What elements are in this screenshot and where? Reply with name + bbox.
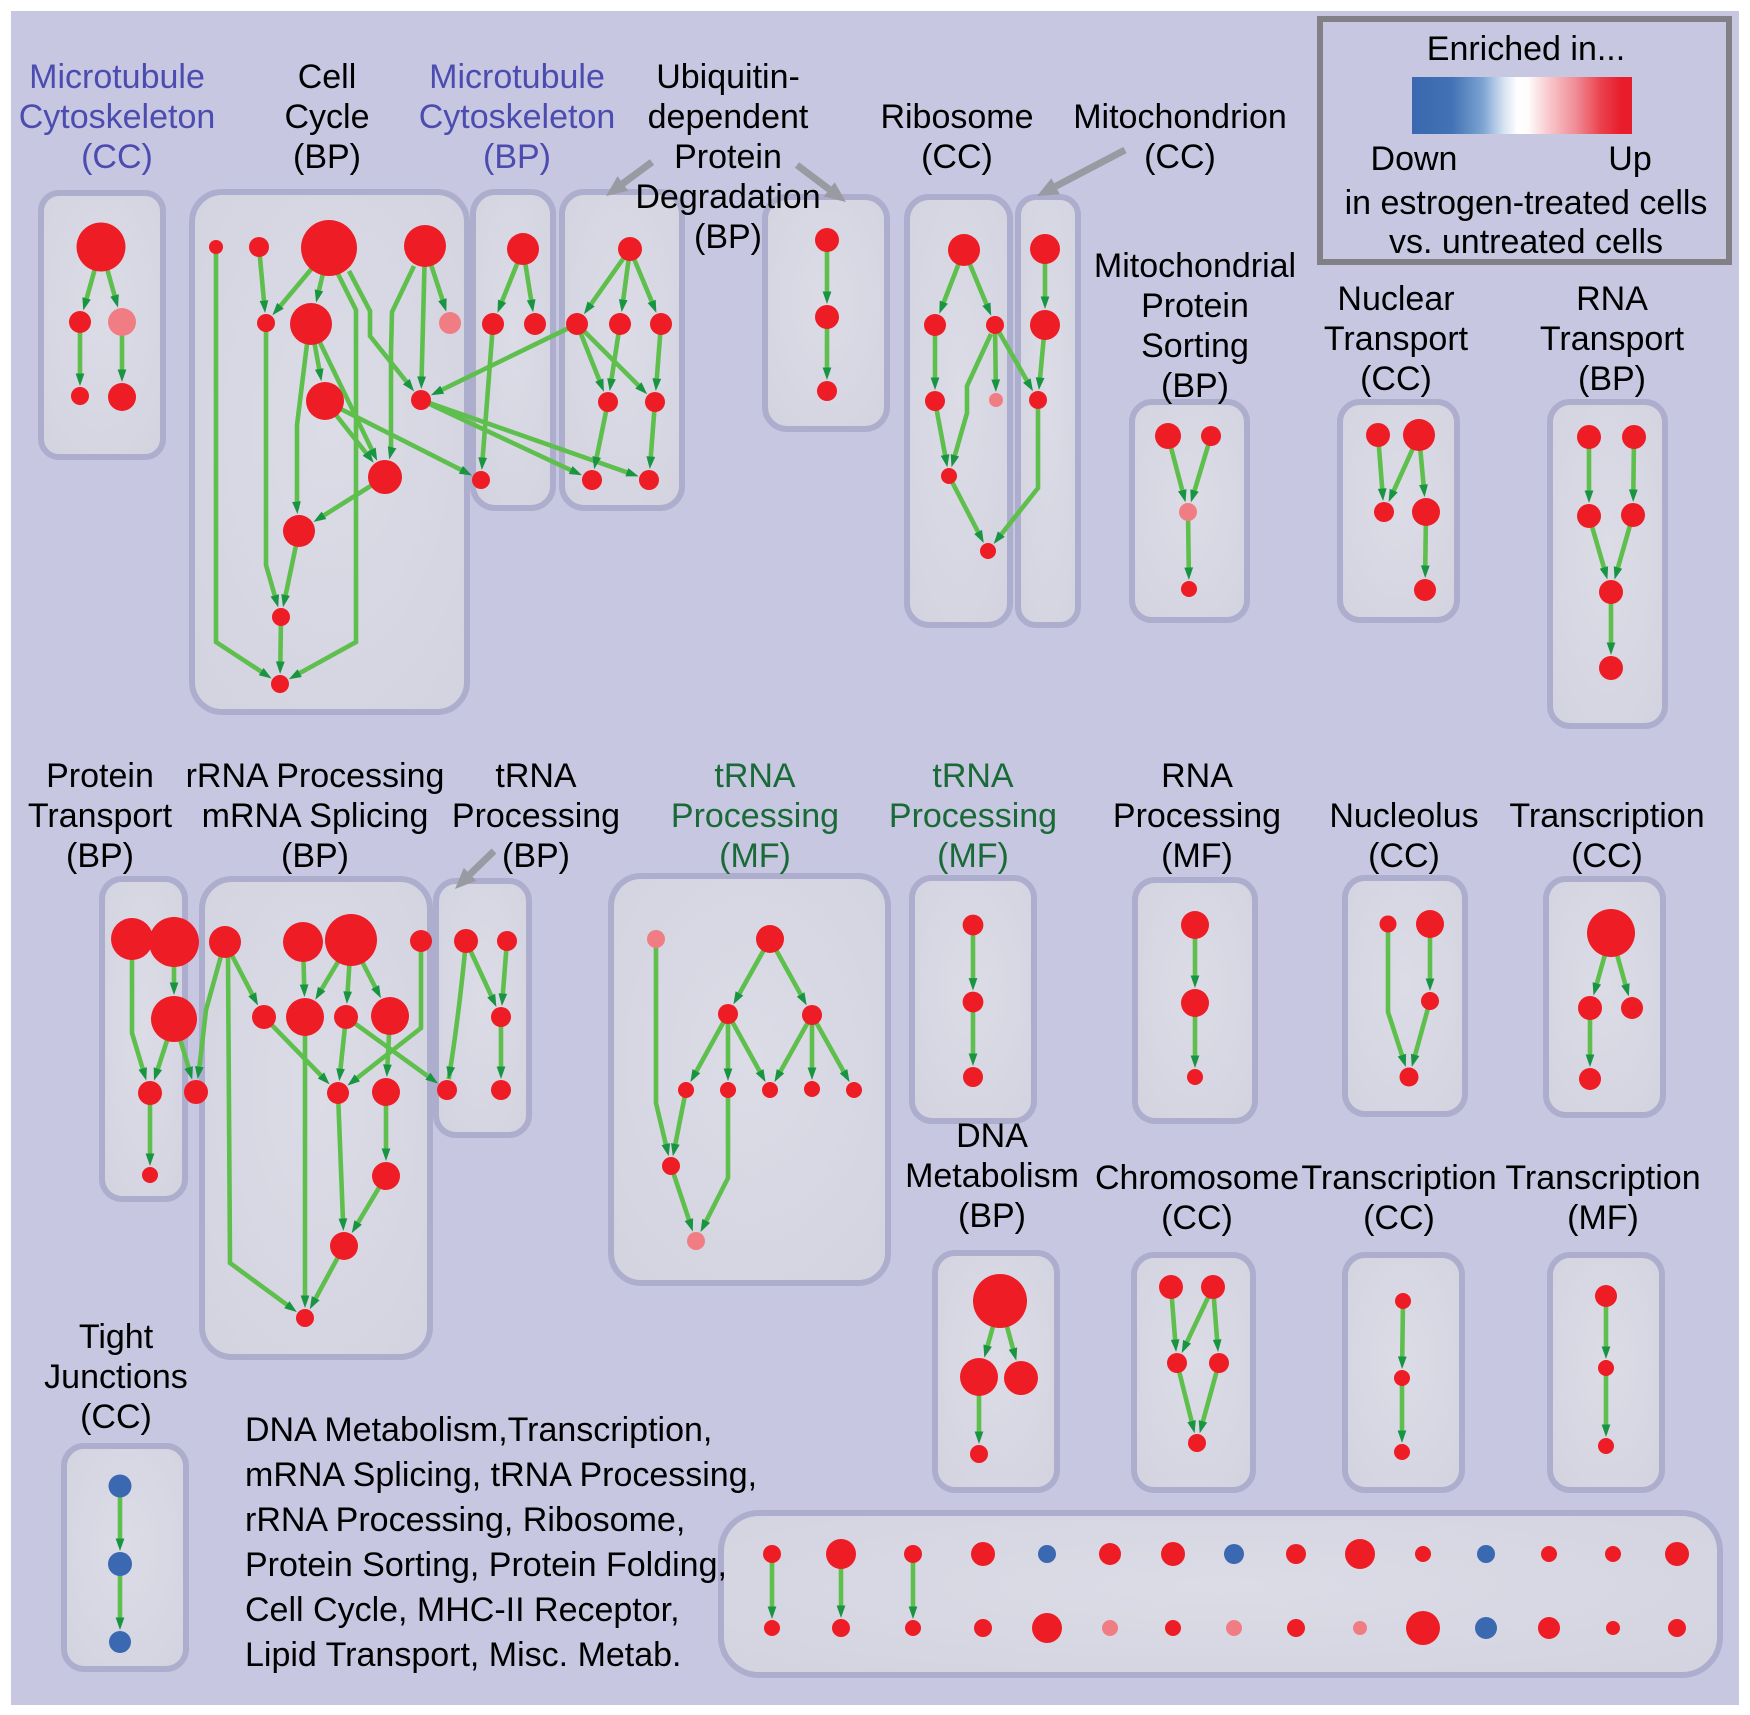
svg-text:Nucleolus: Nucleolus bbox=[1329, 797, 1478, 835]
svg-text:Processing: Processing bbox=[889, 797, 1057, 835]
svg-text:vs. untreated cells: vs. untreated cells bbox=[1389, 223, 1663, 261]
svg-text:(BP): (BP) bbox=[281, 837, 349, 875]
svg-text:Nuclear: Nuclear bbox=[1337, 280, 1454, 318]
svg-text:Microtubule: Microtubule bbox=[29, 58, 205, 96]
svg-text:Metabolism: Metabolism bbox=[905, 1157, 1079, 1195]
svg-text:Sorting: Sorting bbox=[1141, 327, 1249, 365]
svg-text:dependent: dependent bbox=[648, 98, 809, 136]
svg-text:Lipid Transport, Misc. Metab.: Lipid Transport, Misc. Metab. bbox=[245, 1636, 682, 1674]
svg-text:Junctions: Junctions bbox=[44, 1358, 188, 1396]
svg-text:Degradation: Degradation bbox=[635, 178, 820, 216]
svg-text:(CC): (CC) bbox=[921, 138, 993, 176]
svg-text:Protein: Protein bbox=[674, 138, 782, 176]
svg-text:(CC): (CC) bbox=[1144, 138, 1216, 176]
svg-text:Processing: Processing bbox=[1113, 797, 1281, 835]
svg-text:rRNA Processing, Ribosome,: rRNA Processing, Ribosome, bbox=[245, 1501, 685, 1539]
svg-text:Cytoskeleton: Cytoskeleton bbox=[19, 98, 216, 136]
svg-text:(CC): (CC) bbox=[1360, 360, 1432, 398]
svg-text:(BP): (BP) bbox=[483, 138, 551, 176]
svg-text:Microtubule: Microtubule bbox=[429, 58, 605, 96]
svg-text:rRNA Processing: rRNA Processing bbox=[186, 757, 445, 795]
svg-text:(BP): (BP) bbox=[958, 1197, 1026, 1235]
svg-text:(MF): (MF) bbox=[719, 837, 791, 875]
svg-text:(MF): (MF) bbox=[1567, 1199, 1639, 1237]
svg-text:Cycle: Cycle bbox=[284, 98, 369, 136]
svg-text:mRNA Splicing, tRNA Processing: mRNA Splicing, tRNA Processing, bbox=[245, 1456, 757, 1494]
svg-text:(BP): (BP) bbox=[293, 138, 361, 176]
svg-text:Mitochondrial: Mitochondrial bbox=[1094, 247, 1296, 285]
svg-text:(CC): (CC) bbox=[1368, 837, 1440, 875]
svg-text:Ubiquitin-: Ubiquitin- bbox=[656, 58, 800, 96]
svg-text:(CC): (CC) bbox=[80, 1398, 152, 1436]
svg-text:(CC): (CC) bbox=[1571, 837, 1643, 875]
svg-text:DNA: DNA bbox=[956, 1117, 1028, 1155]
svg-text:Cell Cycle, MHC-II Receptor,: Cell Cycle, MHC-II Receptor, bbox=[245, 1591, 680, 1629]
svg-text:mRNA Splicing: mRNA Splicing bbox=[202, 797, 429, 835]
svg-text:(BP): (BP) bbox=[1161, 367, 1229, 405]
svg-text:Enriched in...: Enriched in... bbox=[1427, 30, 1625, 68]
svg-text:Protein: Protein bbox=[1141, 287, 1249, 325]
svg-text:Chromosome: Chromosome bbox=[1095, 1159, 1299, 1197]
svg-text:Transcription: Transcription bbox=[1301, 1159, 1496, 1197]
svg-text:tRNA: tRNA bbox=[714, 757, 796, 795]
svg-text:Transport: Transport bbox=[28, 797, 173, 835]
svg-text:Cytoskeleton: Cytoskeleton bbox=[419, 98, 616, 136]
svg-text:RNA: RNA bbox=[1161, 757, 1233, 795]
svg-text:Cell: Cell bbox=[298, 58, 357, 96]
svg-text:Ribosome: Ribosome bbox=[880, 98, 1033, 136]
svg-text:Processing: Processing bbox=[671, 797, 839, 835]
svg-text:Processing: Processing bbox=[452, 797, 620, 835]
svg-text:Transport: Transport bbox=[1324, 320, 1469, 358]
svg-text:(BP): (BP) bbox=[502, 837, 570, 875]
svg-text:Protein Sorting, Protein Foldi: Protein Sorting, Protein Folding, bbox=[245, 1546, 727, 1584]
svg-text:(MF): (MF) bbox=[1161, 837, 1233, 875]
svg-text:RNA: RNA bbox=[1576, 280, 1648, 318]
svg-text:(BP): (BP) bbox=[694, 218, 762, 256]
svg-text:Protein: Protein bbox=[46, 757, 154, 795]
svg-text:(CC): (CC) bbox=[1161, 1199, 1233, 1237]
svg-text:(CC): (CC) bbox=[81, 138, 153, 176]
svg-text:tRNA: tRNA bbox=[932, 757, 1014, 795]
svg-text:(BP): (BP) bbox=[66, 837, 134, 875]
svg-text:tRNA: tRNA bbox=[495, 757, 577, 795]
svg-text:Down: Down bbox=[1371, 140, 1458, 178]
svg-text:(BP): (BP) bbox=[1578, 360, 1646, 398]
svg-text:Transcription: Transcription bbox=[1505, 1159, 1700, 1197]
svg-text:Transport: Transport bbox=[1540, 320, 1685, 358]
svg-text:Tight: Tight bbox=[79, 1318, 154, 1356]
svg-text:(CC): (CC) bbox=[1363, 1199, 1435, 1237]
svg-text:DNA Metabolism,Transcription,: DNA Metabolism,Transcription, bbox=[245, 1411, 712, 1449]
svg-text:Mitochondrion: Mitochondrion bbox=[1073, 98, 1287, 136]
svg-text:(MF): (MF) bbox=[937, 837, 1009, 875]
svg-text:in estrogen-treated cells: in estrogen-treated cells bbox=[1345, 184, 1708, 222]
svg-text:Transcription: Transcription bbox=[1509, 797, 1704, 835]
svg-text:Up: Up bbox=[1608, 140, 1651, 178]
